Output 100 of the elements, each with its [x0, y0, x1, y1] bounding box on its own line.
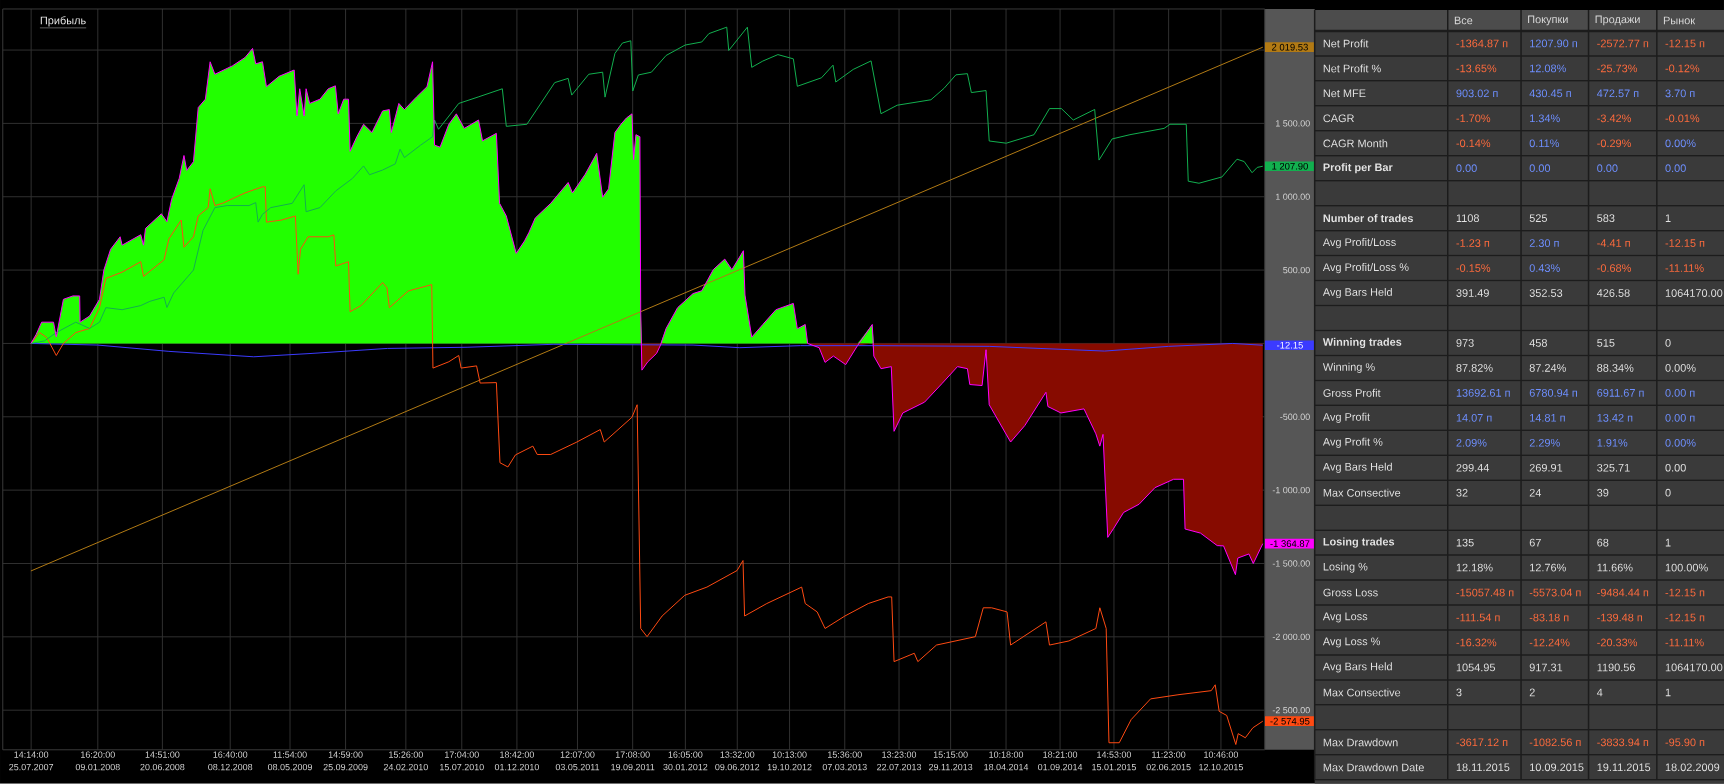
text: 14.07 п — [1456, 414, 1492, 422]
x-tick-label: 10:46:00 12.10.2015 — [1199, 751, 1243, 771]
category-label: Avg Bars Held — [1322, 462, 1392, 473]
text: -1364.87 п — [1456, 39, 1508, 48]
x-tick-label: 17:04:00 15.07.2010 — [440, 751, 484, 771]
text: 2.30 п — [1529, 239, 1559, 248]
text: 1207.90 п — [1530, 39, 1577, 48]
text: 2 — [1529, 688, 1535, 697]
text: 3.70 п — [1665, 89, 1695, 98]
text: -2572.77 п — [1597, 39, 1649, 48]
text: 0.00 — [1597, 164, 1618, 173]
text: -9484.44 п — [1597, 588, 1649, 597]
category-label: CAGR — [1323, 114, 1354, 123]
x-tick-label: 13:32:00 09.06.2012 — [715, 751, 760, 771]
text: -1.23 п — [1456, 239, 1490, 248]
text: 18.02.2009 — [1665, 763, 1720, 772]
category-label: Net Profit — [1323, 39, 1369, 48]
text: -0.15% — [1456, 264, 1491, 273]
y-tick-label: -1 500.00 — [1272, 560, 1310, 567]
text: 1.34% — [1530, 114, 1560, 123]
x-tick-label: 14:53:00 15.01.2015 — [1092, 751, 1136, 771]
text: 0.00 п — [1665, 389, 1695, 397]
text: 0.00 — [1529, 164, 1551, 173]
x-tick-label: 16:05:00 30.01.2012 — [663, 751, 708, 771]
text: 100.00% — [1665, 563, 1708, 572]
text: 0.11% — [1529, 139, 1560, 148]
text: -95.90 п — [1665, 738, 1705, 747]
category-label: Losing % — [1323, 562, 1368, 573]
category-label: Рынок — [1663, 16, 1696, 25]
text: 24 — [1529, 489, 1542, 497]
text: 269.91 — [1529, 464, 1563, 472]
category-label: Продажи — [1595, 15, 1640, 26]
x-tick-label: 14:14:00 25.07.2007 — [9, 751, 54, 771]
text: 1064170.00 — [1665, 663, 1723, 672]
text: 325.71 — [1597, 464, 1630, 472]
text: 458 — [1529, 339, 1547, 347]
x-tick-label: 16:40:00 08.12.2008 — [208, 751, 253, 771]
text: 973 — [1456, 339, 1474, 347]
text: 12.76% — [1530, 563, 1566, 572]
category-label: Winning % — [1322, 362, 1375, 374]
text: 32 — [1456, 488, 1468, 497]
text: 0.00 п — [1665, 414, 1695, 422]
text: 525 — [1529, 214, 1548, 223]
text: 1064170.00 — [1665, 289, 1723, 298]
text: 2.09% — [1456, 439, 1487, 447]
text: 135 — [1456, 538, 1474, 547]
category-label: Avg Loss — [1322, 612, 1368, 623]
category-label: Все — [1454, 16, 1473, 25]
text: 426.58 — [1596, 289, 1630, 298]
text: 0.00 — [1665, 464, 1686, 472]
category-label: Avg Profit — [1322, 412, 1370, 424]
text: -0.29% — [1597, 139, 1631, 148]
text: 583 — [1597, 214, 1615, 223]
text: 68 — [1597, 538, 1609, 547]
text: 88.34% — [1597, 364, 1634, 372]
text: -1082.56 п — [1529, 738, 1581, 747]
text: -12.15 п — [1665, 39, 1705, 48]
category-label: Gross Loss — [1323, 588, 1378, 597]
text: 18.11.2015 — [1456, 763, 1510, 772]
x-tick-label: 10:13:00 19.10.2012 — [767, 751, 812, 771]
annotation: -12.15 — [1276, 342, 1303, 349]
y-tick-label: -500.00 — [1280, 413, 1310, 421]
text: -3617.12 п — [1456, 738, 1508, 747]
x-tick-label: 18:21:00 01.09.2014 — [1038, 751, 1083, 771]
text: -11.11% — [1665, 264, 1704, 273]
annotation: -1 364.87 — [1270, 540, 1310, 548]
annotation: -2 574.95 — [1270, 717, 1310, 725]
text: 0 — [1665, 339, 1671, 347]
text: Прибыль — [40, 16, 86, 27]
text: 0.00% — [1665, 364, 1696, 372]
text: 917.31 — [1529, 663, 1563, 672]
text: 1 — [1665, 214, 1671, 223]
text: 13692.61 п — [1456, 389, 1510, 397]
text: -83.18 п — [1529, 613, 1569, 622]
text: -139.48 п — [1597, 613, 1643, 622]
text: 11.66% — [1597, 563, 1633, 572]
text: 1054.95 — [1456, 663, 1496, 672]
x-tick-label: 17:08:00 19.09.2011 — [611, 751, 655, 771]
text: -0.12% — [1665, 64, 1700, 73]
text: 3 — [1456, 688, 1462, 697]
x-tick-label: 15:15:00 29.11.2013 — [928, 751, 973, 771]
text: 10.09.2015 — [1530, 763, 1584, 772]
text: 67 — [1529, 538, 1541, 547]
x-tick-label: 14:51:00 20.06.2008 — [140, 751, 185, 771]
y-tick-label: 500.00 — [1283, 267, 1310, 274]
line-series — [30, 186, 1264, 746]
category-label: Avg Profit/Loss % — [1322, 263, 1409, 274]
text: 6780.94 п — [1529, 389, 1577, 397]
category-label: Avg Profit/Loss — [1322, 238, 1396, 249]
y-tick-label: 1 500.00 — [1276, 120, 1310, 127]
text: 19.11.2015 — [1597, 763, 1651, 772]
x-tick-label: 12:07:00 03.05.2011 — [555, 751, 600, 771]
text: -25.73% — [1597, 64, 1638, 73]
category-label: Max Consective — [1323, 688, 1401, 697]
x-tick-label: 16:20:00 09.01.2008 — [75, 751, 120, 771]
text: 391.49 — [1456, 289, 1489, 298]
category-label: Max Consective — [1323, 488, 1401, 497]
x-tick-label: 15:26:00 24.02.2010 — [383, 751, 428, 771]
text: 903.02 п — [1456, 89, 1498, 98]
text: 2.29% — [1529, 439, 1560, 447]
